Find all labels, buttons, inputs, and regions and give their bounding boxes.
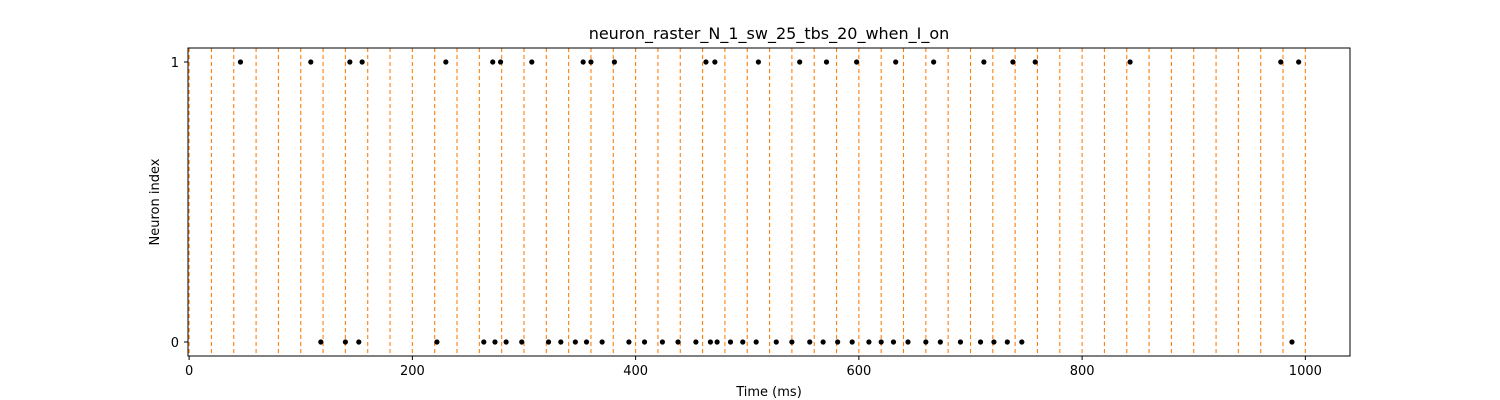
spike-point [497,59,504,65]
spike-point [823,59,830,65]
spike-point [957,339,964,345]
spike-point [854,59,860,65]
axis-ticks: 0 200 400 600 800 1000 0 1 [171,56,1322,379]
spike-point [675,339,681,345]
spike-point [937,339,943,345]
spike-point [599,339,605,345]
spike-point [583,339,590,345]
spike-point [443,59,449,65]
spike-point [626,339,632,345]
spike-point [703,59,709,65]
spike-point [356,339,362,345]
spike-point [991,339,997,345]
spike-point [588,59,594,65]
spike-point [490,59,496,65]
x-tick-label: 1000 [1289,364,1322,379]
spike-point [931,59,937,65]
spike-point [753,339,759,345]
spike-point [434,339,440,345]
spike-point [1278,59,1284,65]
spike-point [558,339,564,345]
spike-point [712,59,718,65]
spike-point [923,339,929,345]
y-tick-label: 1 [171,56,179,71]
x-tick-label: 200 [400,364,425,379]
y-axis-label: Neuron index [148,158,163,245]
spike-point [611,59,618,65]
spike-point [492,339,498,345]
spike-point [342,339,348,345]
spike-point [1010,59,1016,65]
spike-point [1127,59,1133,65]
spike-point [878,339,884,345]
chart-title: neuron_raster_N_1_sw_25_tbs_20_when_I_on [589,24,950,44]
spike-point [727,339,734,345]
spike-point [572,339,578,345]
spike-point [308,59,314,65]
spike-point [580,59,586,65]
spike-point [893,59,899,65]
x-tick-label: 800 [1070,364,1095,379]
axes-frame [187,47,1351,357]
stimulus-markers [188,48,1306,356]
spike-point [789,339,795,345]
spike-point [359,59,365,65]
y-tick-label: 0 [171,336,179,351]
spike-point [1019,339,1025,345]
x-tick-label: 400 [623,364,648,379]
spike-point [503,339,509,345]
x-axis-label: Time (ms) [735,385,802,400]
spike-point [905,339,911,345]
spike-point [659,339,665,345]
spike-point [693,339,699,345]
spike-point [347,59,353,65]
spike-point [641,339,648,345]
spike-point [545,339,552,345]
spike-point [1004,339,1010,345]
spike-point [981,59,987,65]
x-tick-label: 600 [846,364,871,379]
spike-point [797,59,803,65]
spike-point [714,339,720,345]
spike-point [773,339,779,345]
x-tick-label: 0 [185,364,193,379]
spike-point [519,339,525,345]
spike-point [807,339,813,345]
spike-point [318,339,324,345]
spike-point [755,59,761,65]
spike-points [237,59,1302,345]
spike-point [237,59,244,65]
spike-point [740,339,746,345]
spike-point [529,59,535,65]
spike-point [1289,339,1295,345]
spike-point [1296,59,1302,65]
spike-point [1032,59,1038,65]
spike-point [481,339,487,345]
spike-point [890,339,897,345]
spike-point [707,339,713,345]
spike-point [866,339,872,345]
spike-point [977,339,984,345]
spike-point [849,339,855,345]
spike-point [820,339,826,345]
spike-point [835,339,841,345]
